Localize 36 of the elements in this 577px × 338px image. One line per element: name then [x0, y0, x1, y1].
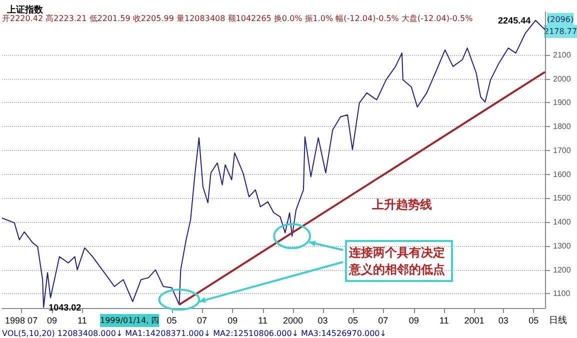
x-tick-label: 11	[258, 316, 268, 326]
y-tick-label: 1600	[553, 170, 572, 179]
y-tick-label: 1100	[553, 289, 571, 298]
y-tick-label: 1300	[553, 241, 572, 250]
y-tick-label: 2100	[553, 50, 572, 60]
y-tick-label: 1700	[553, 146, 572, 155]
x-tick-label: 11	[439, 316, 449, 326]
x-tick-label: 07	[196, 316, 207, 326]
annotation: 上升趋势线	[371, 198, 432, 212]
x-tick-label: 09	[228, 316, 238, 326]
x-tick-label: 05	[348, 316, 358, 326]
annotation: 2245.44	[498, 15, 531, 26]
x-tick-label: 03	[498, 316, 508, 326]
x-tick-label: 1998 07	[5, 316, 38, 326]
annotation: 1043.02	[48, 302, 82, 312]
x-tick-label: 2001	[464, 316, 484, 326]
x-tick-label: 07	[378, 316, 388, 326]
annotation: 开2220.42 高2223.21 低2201.59 收2205.99 量12083408 额1042265 换0.0% 振1.0% 幅(-12.04)-0.5% 大盘(-12.04)-0.5%	[2, 14, 474, 23]
chart-title: 上证指数	[6, 4, 44, 16]
x-tick-label: 2000	[283, 316, 304, 326]
y-tick-label: 1500	[553, 194, 572, 203]
text: 1999/01/14, 四	[100, 316, 160, 325]
x-tick-label: 09	[408, 316, 419, 326]
x-tick-label: 05	[166, 316, 177, 326]
x-tick-label: 05	[528, 316, 539, 326]
y-tick-label: 2000	[553, 74, 572, 84]
text: VOL(5,10,20) 12083408.000↓ MA1:14208371.000↓ MA2:12510806.000↓ MA3:14526970.000↓	[2, 329, 386, 338]
text: (2096)	[547, 15, 574, 24]
text: 日线	[549, 315, 567, 326]
y-tick-label: 1800	[553, 122, 572, 132]
y-tick-label: 1900	[553, 98, 572, 108]
x-tick-label: 03	[318, 316, 328, 326]
y-tick-label: 1400	[553, 218, 572, 227]
y-tick-label: 1200	[553, 265, 572, 274]
x-tick-label: 09	[46, 316, 57, 326]
x-tick-label: 11	[78, 316, 87, 326]
